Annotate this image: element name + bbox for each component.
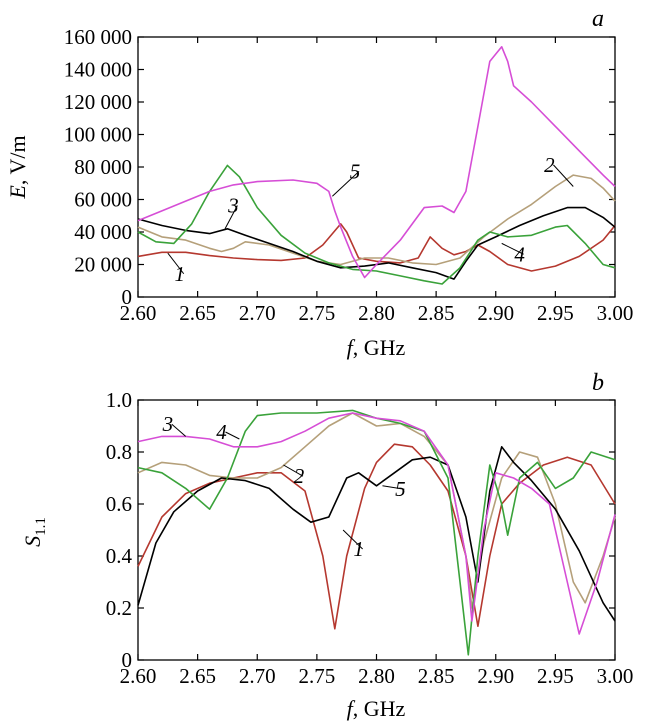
panel-a-series-label-3: 3 [227, 194, 239, 218]
panel-a-x-tick-label: 2.80 [358, 301, 395, 325]
panel-b-annotation-leader [283, 464, 304, 477]
panel-b-y-tick-label: 0.4 [106, 544, 133, 568]
panel-b-y-tick-label: 0 [122, 648, 133, 672]
panel-b-letter: b [592, 370, 604, 396]
panel-b-series-label-2: 2 [294, 464, 305, 488]
panel-a-annotation-leader [501, 242, 524, 255]
panel-b-x-tick-label: 2.85 [418, 664, 455, 688]
panel-b-series-label-4: 4 [216, 420, 227, 444]
panel-b-annotations: 1 2 3 4 5 [162, 412, 406, 561]
panel-a-x-tick-label: 2.60 [120, 301, 157, 325]
panel-a-x-axis-label: f, GHz [347, 335, 406, 360]
panel-a-annotation-leader [167, 252, 185, 275]
panel-a-letter: a [592, 6, 604, 32]
panel-b-x-axis-label: f, GHz [347, 696, 406, 721]
panel-a-x-tick-label: 3.00 [597, 301, 634, 325]
panel-a-y-tick-label: 20 000 [74, 253, 132, 277]
panel-b-series-label-1: 1 [353, 537, 364, 561]
panel-a-series-3-line [137, 206, 616, 280]
panel-b-series-group [137, 409, 616, 656]
panel-b-x-tick-label: 3.00 [597, 664, 634, 688]
panel-a-series-label-4: 4 [514, 242, 525, 266]
panel-b-y-tick-label: 0.6 [106, 492, 132, 516]
panel-b-series-5-line [137, 412, 616, 635]
panel-b-series-2-line [137, 412, 616, 609]
panel-b-series-1-line [137, 443, 616, 630]
panel-a-y-tick-label: 80 000 [74, 155, 132, 179]
panel-a-x-tick-label: 2.90 [477, 301, 514, 325]
panel-a-x-tick-label: 2.75 [299, 301, 336, 325]
panel-a-annotation-leader [224, 205, 238, 229]
panel-b-annotation-leader [171, 423, 187, 437]
panel-b-series-label-5: 5 [395, 477, 406, 501]
panel-a-series-label-2: 2 [544, 153, 555, 177]
panel-b-x-tick-label: 2.60 [120, 664, 157, 688]
panel-b-series-label-3: 3 [162, 412, 174, 436]
panel-a-chart: 2.60 2.65 2.70 2.75 2.80 2.85 2.90 2.95 3.00 0 20 … [5, 6, 633, 360]
panel-b-x-tick-label: 2.90 [477, 664, 514, 688]
panel-b-y-tick-label: 1.0 [106, 388, 132, 412]
panel-a-x-tick-label: 2.95 [537, 301, 574, 325]
panel-b-y-axis-label: S1.1 [20, 517, 49, 547]
panel-a-x-tick-label: 2.70 [239, 301, 276, 325]
panel-b-chart: 2.60 2.65 2.70 2.75 2.80 2.85 2.90 2.95 3.00 0 0.2… [20, 370, 633, 721]
panel-a-annotation-leader [553, 164, 574, 187]
panel-a-series-2-line [137, 174, 616, 266]
panel-a-series-4-line [137, 164, 616, 285]
panel-b-series-3-line [137, 446, 616, 622]
panel-a-y-tick-label: 60 000 [74, 188, 132, 212]
panel-a-y-tick-label: 160 000 [64, 25, 132, 49]
panel-a-series-group [137, 46, 616, 285]
panel-a-series-label-5: 5 [350, 159, 361, 183]
panel-b-y-tick-label: 0.2 [106, 596, 132, 620]
panel-b-annotation-leader [225, 431, 240, 440]
panel-a-x-tick-label: 2.85 [418, 301, 455, 325]
panel-b-annotation-leader [342, 529, 363, 550]
panel-a-annotation-leader [332, 171, 360, 197]
panel-a-x-tick-label: 2.65 [179, 301, 216, 325]
panel-a-y-tick-label: 140 000 [64, 58, 132, 82]
panel-b-series-4-line [137, 409, 616, 656]
panel-b-x-tick-label: 2.70 [239, 664, 276, 688]
panel-b-y-tick-label: 0.8 [106, 440, 132, 464]
panel-a-y-tick-label: 40 000 [74, 220, 132, 244]
panel-a-annotations: 1 2 3 4 5 [167, 153, 574, 286]
panel-a-series-1-line [137, 223, 616, 272]
panel-b-x-tick-label: 2.95 [537, 664, 574, 688]
panel-a-y-axis-label: E, V/m [5, 135, 30, 199]
panel-b-x-tick-label: 2.65 [179, 664, 216, 688]
panel-a-series-label-1: 1 [174, 262, 185, 286]
panel-a-y-tick-label: 100 000 [64, 123, 132, 147]
panel-b-x-tick-label: 2.75 [299, 664, 336, 688]
panel-a-ticks: 2.60 2.65 2.70 2.75 2.80 2.85 2.90 2.95 3.00 0 20 … [64, 25, 634, 325]
panel-a-y-tick-label: 0 [122, 285, 133, 309]
panel-b-x-tick-label: 2.80 [358, 664, 395, 688]
panel-a-series-5-line [137, 46, 616, 279]
panel-a-y-tick-label: 120 000 [64, 90, 132, 114]
panel-b-annotation-leader [382, 485, 405, 490]
panel-b-ticks: 2.60 2.65 2.70 2.75 2.80 2.85 2.90 2.95 3.00 0 0.2… [106, 388, 634, 688]
